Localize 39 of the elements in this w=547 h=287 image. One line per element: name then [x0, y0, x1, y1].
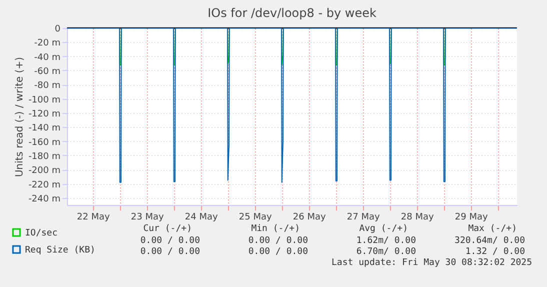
y-tick-label: -240 m — [28, 194, 60, 204]
y-tick-label: -220 m — [28, 180, 60, 190]
x-tick-label: 26 May — [292, 212, 327, 222]
text: 0.00 / 0.00 — [248, 236, 308, 246]
y-axis-title: Units read (-) / write (+) — [14, 56, 26, 178]
text: Max (-/+) — [468, 224, 517, 234]
y-tick-label: -20 m — [34, 38, 60, 49]
text: Last update: Fri May 30 08:32:02 2025 — [332, 258, 532, 268]
text: Avg (-/+) — [359, 224, 408, 234]
x-tick-label: 29 May — [454, 212, 489, 222]
y-tick-label: -120 m — [28, 109, 60, 120]
x-tick-label: 23 May — [130, 212, 165, 222]
text: 0.00 / 0.00 — [248, 247, 308, 257]
x-tick-label: 27 May — [346, 212, 381, 222]
y-tick-label: -80 m — [34, 81, 60, 92]
y-tick-label: 0 — [54, 24, 61, 34]
text: Min (-/+) — [251, 224, 300, 234]
text: 1.62m/ 0.00 — [356, 236, 416, 246]
x-tick-label: 28 May — [400, 212, 435, 222]
y-tick-label: -200 m — [28, 166, 60, 176]
x-tick-label: 22 May — [76, 212, 111, 222]
x-tick-label: 25 May — [238, 212, 273, 222]
text: 1.32 / 0.00 — [465, 247, 525, 257]
y-tick-label: -60 m — [34, 66, 60, 77]
y-tick-label: -140 m — [28, 124, 60, 134]
text: 320.64m/ 0.00 — [454, 236, 525, 246]
chart-title: IOs for /dev/loop8 - by week — [208, 6, 376, 20]
legend-label: IO/sec — [25, 228, 58, 238]
y-tick-label: -180 m — [28, 152, 60, 162]
y-tick-label: -40 m — [34, 52, 60, 63]
text: 6.70m/ 0.00 — [356, 247, 416, 257]
y-tick-label: -160 m — [28, 138, 60, 148]
text: 0.00 / 0.00 — [140, 247, 200, 257]
x-tick-label: 24 May — [184, 212, 219, 222]
legend-label: Req Size (KB) — [25, 246, 96, 256]
text: 0.00 / 0.00 — [140, 236, 200, 246]
text: Cur (-/+) — [143, 224, 192, 234]
y-tick-label: -100 m — [28, 95, 60, 106]
line-series — [67, 28, 517, 183]
